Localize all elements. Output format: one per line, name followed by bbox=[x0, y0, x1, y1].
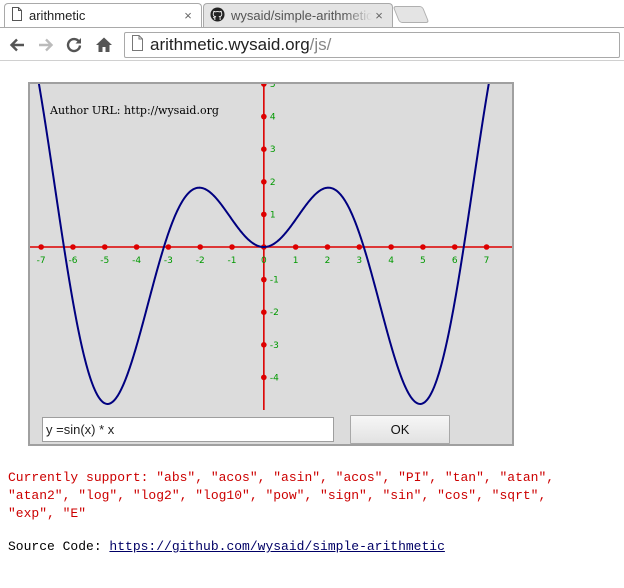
y-tick-dot bbox=[261, 113, 267, 120]
expression-input[interactable] bbox=[42, 417, 334, 442]
new-tab-button[interactable] bbox=[392, 6, 430, 23]
tab-title: wysaid/simple-arithmetic bbox=[231, 8, 372, 23]
url-host: arithmetic.wysaid.org bbox=[150, 35, 310, 54]
x-tick-label: -2 bbox=[196, 256, 205, 266]
source-code-line: Source Code: https://github.com/wysaid/s… bbox=[8, 539, 445, 554]
x-tick-label: 5 bbox=[420, 256, 426, 266]
author-url-text: Author URL: http://wysaid.org bbox=[50, 104, 219, 117]
x-tick-label: 2 bbox=[325, 256, 331, 266]
function-curve bbox=[37, 84, 490, 405]
supported-functions-text: Currently support: "abs", "acos", "asin"… bbox=[8, 470, 555, 521]
browser-toolbar: arithmetic.wysaid.org/js/ bbox=[0, 27, 624, 61]
source-code-label: Source Code: bbox=[8, 539, 110, 554]
y-tick-dot bbox=[261, 84, 267, 87]
x-tick-dot bbox=[38, 244, 44, 250]
x-tick-label: 0 bbox=[261, 256, 267, 266]
page-icon bbox=[131, 34, 144, 56]
y-tick-dot bbox=[261, 211, 267, 218]
y-tick-label: 2 bbox=[270, 178, 276, 188]
x-tick-label: -5 bbox=[100, 256, 109, 266]
tab-strip: arithmetic × wysaid/simple-arithmetic × bbox=[0, 0, 624, 28]
x-tick-label: -6 bbox=[68, 256, 77, 266]
x-tick-label: -4 bbox=[132, 256, 141, 266]
y-tick-dot bbox=[261, 374, 267, 381]
y-tick-label: -3 bbox=[270, 341, 279, 351]
tab-github[interactable]: wysaid/simple-arithmetic × bbox=[203, 3, 393, 27]
close-icon[interactable]: × bbox=[184, 8, 192, 23]
x-tick-label: 7 bbox=[484, 256, 490, 266]
y-tick-label: 4 bbox=[270, 113, 276, 123]
close-icon[interactable]: × bbox=[375, 8, 383, 23]
x-tick-dot bbox=[324, 244, 331, 250]
x-tick-label: 6 bbox=[452, 256, 458, 266]
y-tick-label: 3 bbox=[270, 145, 276, 155]
page-icon bbox=[11, 7, 23, 24]
graph-canvas: -7 -6 -5 -4 -3 -2 -1 0 1 2 3 4 5 6 7 -4 -3 -2 -1 1 2 3 4 5 Auth… bbox=[28, 82, 514, 446]
y-tick-label: 1 bbox=[270, 210, 276, 220]
forward-arrow-icon[interactable] bbox=[35, 34, 57, 56]
x-tick-dot bbox=[101, 244, 108, 250]
y-tick-dot bbox=[261, 146, 267, 152]
x-tick-dot bbox=[451, 244, 458, 250]
y-tick-label: -4 bbox=[270, 373, 279, 383]
y-tick-label: -1 bbox=[270, 276, 279, 286]
y-tick-label: 5 bbox=[270, 84, 276, 90]
y-tick-dot bbox=[261, 179, 267, 185]
y-tick-label: -2 bbox=[270, 308, 279, 318]
x-tick-label: 1 bbox=[293, 256, 299, 266]
reload-icon[interactable] bbox=[63, 34, 85, 56]
x-tick-label: 3 bbox=[356, 256, 362, 266]
address-bar[interactable]: arithmetic.wysaid.org/js/ bbox=[124, 32, 620, 58]
x-tick-dot bbox=[197, 244, 204, 250]
y-tick-dot bbox=[261, 309, 267, 315]
x-tick-dot bbox=[388, 244, 394, 250]
x-tick-dot bbox=[133, 244, 140, 250]
x-tick-label: 4 bbox=[388, 256, 394, 266]
x-tick-dot bbox=[356, 244, 363, 250]
x-tick-dot bbox=[165, 244, 172, 250]
back-arrow-icon[interactable] bbox=[6, 34, 28, 56]
home-icon[interactable] bbox=[93, 34, 115, 56]
x-tick-dot bbox=[292, 244, 299, 250]
tab-arithmetic[interactable]: arithmetic × bbox=[4, 3, 202, 27]
tab-title: arithmetic bbox=[29, 8, 86, 23]
github-icon bbox=[210, 6, 225, 25]
x-tick-label: -1 bbox=[228, 256, 237, 266]
y-tick-dot bbox=[261, 342, 267, 348]
x-tick-dot bbox=[420, 244, 426, 250]
source-code-link[interactable]: https://github.com/wysaid/simple-arithme… bbox=[109, 539, 445, 554]
url-path: /js/ bbox=[309, 35, 332, 54]
x-tick-dot bbox=[483, 244, 490, 250]
ok-button[interactable]: OK bbox=[350, 415, 450, 444]
url-text: arithmetic.wysaid.org/js/ bbox=[150, 35, 331, 55]
x-tick-label: -3 bbox=[164, 256, 173, 266]
x-tick-dot bbox=[229, 244, 235, 250]
x-tick-dot bbox=[70, 244, 76, 250]
y-tick-dot bbox=[261, 276, 267, 283]
x-tick-label: -7 bbox=[37, 256, 46, 266]
